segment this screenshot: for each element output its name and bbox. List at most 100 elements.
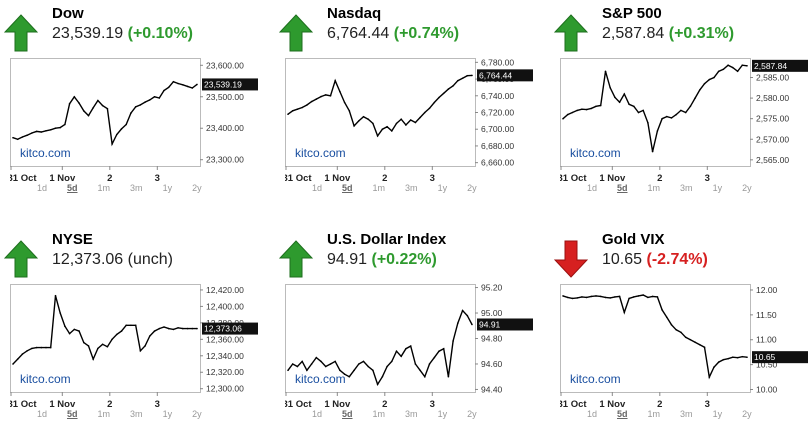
range-option-1y[interactable]: 1y bbox=[712, 183, 723, 193]
index-title: Nasdaq bbox=[327, 5, 382, 22]
price-point bbox=[599, 295, 602, 298]
price-point bbox=[576, 109, 578, 112]
price-point bbox=[457, 79, 459, 82]
last-price-label: 23,539.19 bbox=[204, 79, 242, 89]
price-point bbox=[675, 113, 677, 116]
last-price-label: 10.65 bbox=[754, 352, 776, 362]
range-option-2y[interactable]: 2y bbox=[467, 409, 477, 419]
price-point bbox=[599, 104, 602, 107]
range-option-3m[interactable]: 3m bbox=[680, 183, 693, 193]
price-point bbox=[433, 356, 436, 359]
range-option-1m[interactable]: 1m bbox=[97, 409, 111, 419]
price-point bbox=[614, 96, 616, 99]
range-option-1m[interactable]: 1m bbox=[647, 409, 661, 419]
range-option-3m[interactable]: 3m bbox=[680, 409, 693, 419]
price-point bbox=[144, 101, 146, 103]
price-point bbox=[722, 68, 725, 71]
range-option-1m[interactable]: 1m bbox=[372, 183, 386, 193]
x-tick-label: 2 bbox=[382, 399, 387, 410]
range-option-1d[interactable]: 1d bbox=[37, 409, 48, 419]
price-point bbox=[604, 296, 607, 299]
range-option-1y[interactable]: 1y bbox=[712, 409, 723, 419]
range-option-3m[interactable]: 3m bbox=[405, 183, 418, 193]
price-point bbox=[732, 66, 734, 69]
price-point bbox=[457, 322, 459, 324]
price-point bbox=[405, 347, 407, 350]
price-point bbox=[172, 80, 175, 83]
market-panel: S&P 500 2,587.84 (+0.31%) 2,585.00 2,580.00… bbox=[550, 0, 810, 200]
price-point bbox=[447, 375, 450, 378]
range-option-2y[interactable]: 2y bbox=[192, 183, 202, 193]
range-option-2y[interactable]: 2y bbox=[467, 183, 477, 193]
range-option-1y[interactable]: 1y bbox=[162, 183, 173, 193]
price-point bbox=[125, 123, 127, 126]
price-point bbox=[471, 323, 473, 326]
price-point bbox=[623, 93, 626, 95]
range-option-1m[interactable]: 1m bbox=[97, 183, 111, 193]
price-point bbox=[409, 345, 412, 347]
y-tick-label: 6,700.00 bbox=[481, 124, 514, 134]
price-point bbox=[694, 341, 696, 343]
range-option-5d[interactable]: 5d bbox=[342, 183, 353, 193]
price-point bbox=[461, 77, 464, 79]
price-point bbox=[101, 104, 104, 107]
price-point bbox=[68, 332, 71, 335]
price-point bbox=[736, 356, 739, 359]
price-point bbox=[400, 118, 402, 120]
price-point bbox=[21, 136, 24, 138]
range-option-1d[interactable]: 1d bbox=[37, 183, 48, 193]
price-point bbox=[116, 133, 118, 136]
range-option-1y[interactable]: 1y bbox=[437, 183, 448, 193]
y-tick-label: 2,570.00 bbox=[756, 134, 789, 144]
price-value: 10.65 bbox=[602, 251, 647, 268]
price-point bbox=[329, 363, 332, 365]
range-option-5d[interactable]: 5d bbox=[617, 409, 628, 419]
price-point bbox=[661, 309, 663, 311]
range-option-1m[interactable]: 1m bbox=[647, 183, 661, 193]
range-option-1y[interactable]: 1y bbox=[162, 409, 173, 419]
price-point bbox=[83, 110, 85, 112]
price-point bbox=[461, 309, 464, 312]
range-option-1d[interactable]: 1d bbox=[312, 409, 323, 419]
range-option-2y[interactable]: 2y bbox=[742, 183, 752, 193]
price-point bbox=[301, 360, 303, 363]
price-point bbox=[353, 125, 355, 127]
price-value: 12,373.06 bbox=[52, 251, 128, 268]
price-value: 23,539.19 bbox=[52, 25, 128, 42]
range-option-5d[interactable]: 5d bbox=[67, 183, 78, 193]
price-point bbox=[647, 122, 649, 124]
price-point bbox=[656, 130, 659, 132]
plot-frame bbox=[285, 58, 476, 167]
index-title: Dow bbox=[52, 5, 84, 22]
range-option-2y[interactable]: 2y bbox=[742, 409, 752, 419]
price-point bbox=[191, 87, 194, 89]
price-point bbox=[727, 357, 729, 360]
range-option-1d[interactable]: 1d bbox=[587, 409, 598, 419]
price-point bbox=[177, 82, 179, 85]
range-option-3m[interactable]: 3m bbox=[130, 409, 143, 419]
price-point bbox=[566, 113, 569, 116]
price-point bbox=[376, 135, 379, 137]
price-point bbox=[746, 65, 748, 67]
range-option-5d[interactable]: 5d bbox=[342, 409, 353, 419]
price-point bbox=[651, 295, 654, 298]
price-point bbox=[576, 297, 578, 299]
range-option-1d[interactable]: 1d bbox=[587, 183, 598, 193]
range-option-5d[interactable]: 5d bbox=[67, 409, 78, 419]
change-value: (+0.10%) bbox=[127, 25, 193, 42]
price-point bbox=[339, 369, 341, 372]
index-title: Gold VIX bbox=[602, 231, 665, 248]
price-point bbox=[73, 96, 76, 98]
range-option-3m[interactable]: 3m bbox=[130, 183, 143, 193]
change-value: (unch) bbox=[127, 251, 173, 268]
price-point bbox=[376, 383, 379, 386]
price-point bbox=[367, 365, 369, 368]
y-tick-label: 6,720.00 bbox=[481, 108, 514, 118]
range-option-1y[interactable]: 1y bbox=[437, 409, 448, 419]
range-option-1d[interactable]: 1d bbox=[312, 183, 323, 193]
range-option-3m[interactable]: 3m bbox=[405, 409, 418, 419]
range-option-2y[interactable]: 2y bbox=[192, 409, 202, 419]
range-option-5d[interactable]: 5d bbox=[617, 183, 628, 193]
range-option-1m[interactable]: 1m bbox=[372, 409, 386, 419]
y-tick-label: 12,400.00 bbox=[206, 301, 244, 311]
